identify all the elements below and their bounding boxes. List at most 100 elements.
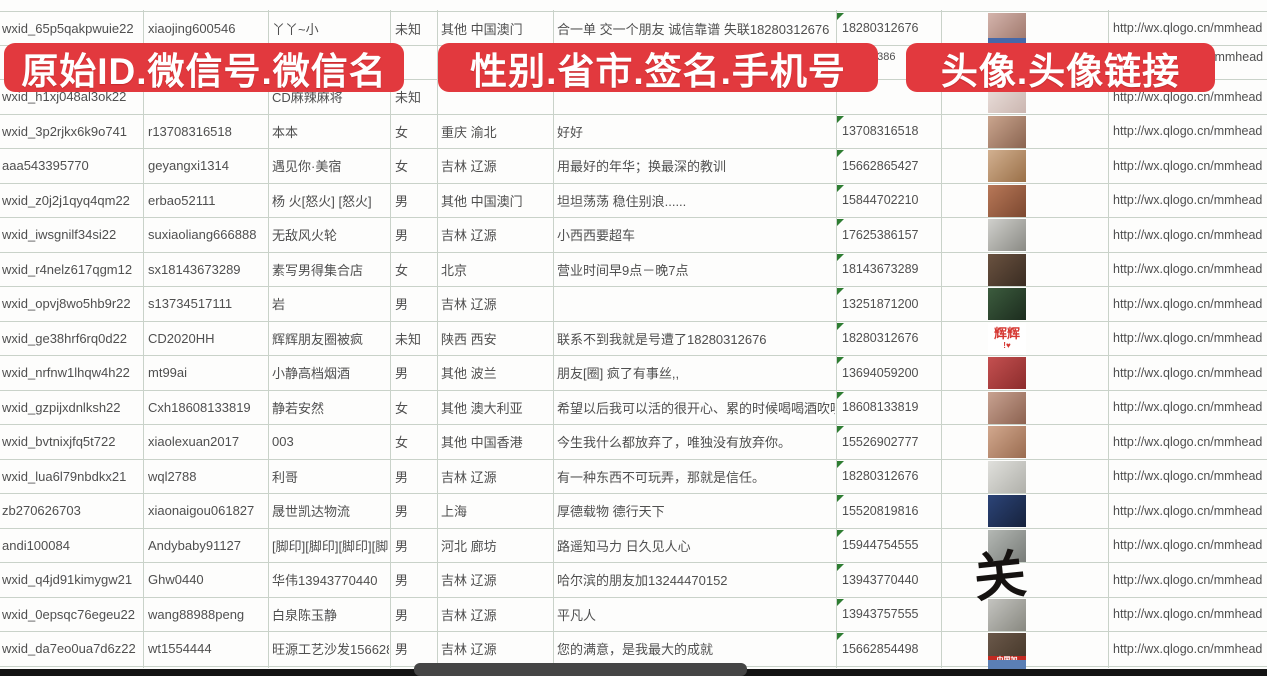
cell-wechat-id[interactable]: r13708316518 [148,123,232,139]
avatar-image[interactable] [988,391,1026,424]
cell-nickname[interactable]: 辉辉朋友圈被疯 [272,331,364,347]
cell-original-id[interactable]: wxid_iwsgnilf34si22 [2,227,117,243]
cell-avatar-url[interactable]: http://wx.qlogo.cn/mmhead [1113,124,1263,139]
cell-wechat-id[interactable]: suxiaoliang666888 [148,227,257,243]
cell-avatar-url[interactable]: http://wx.qlogo.cn/mmhead [1113,158,1263,173]
cell-wechat-id[interactable]: Ghw0440 [148,572,204,588]
cell-original-id[interactable]: wxid_3p2rjkx6k9o741 [2,123,128,139]
cell-original-id[interactable]: zb270626703 [2,503,81,519]
cell-region[interactable]: 北京 [441,262,468,278]
cell-original-id[interactable]: wxid_ge38hrf6rq0d22 [2,330,128,346]
cell-original-id[interactable]: wxid_bvtnixjfq5t722 [2,434,116,450]
cell-original-id[interactable]: wxid_lua6l79nbdkx21 [2,468,127,484]
cell-region[interactable]: 其他 澳大利亚 [441,400,523,416]
avatar-image[interactable]: 辉辉 !♥ [988,322,1026,355]
cell-avatar-url[interactable]: http://wx.qlogo.cn/mmhead [1113,89,1263,104]
cell-nickname[interactable]: 华伟13943770440 [272,573,378,589]
cell-phone[interactable]: 13251871200 [842,296,919,311]
cell-gender[interactable]: 女 [395,262,409,278]
cell-gender[interactable]: 男 [395,366,409,382]
cell-region[interactable]: 陕西 西安 [441,331,497,347]
cell-region[interactable]: 其他 中国香港 [441,435,523,451]
cell-gender[interactable]: 男 [395,642,409,658]
cell-signature[interactable]: 营业时间早9点－晚7点 [557,262,689,278]
cell-original-id[interactable]: wxid_nrfnw1lhqw4h22 [2,365,130,381]
cell-avatar-url[interactable]: http://wx.qlogo.cn/mmhead [1113,331,1263,346]
cell-original-id[interactable]: wxid_da7eo0ua7d6z22 [2,641,136,657]
cell-original-id[interactable]: wxid_65p5qakpwuie22 [2,20,134,36]
cell-wechat-id[interactable]: xiaonaigou061827 [148,503,255,519]
cell-signature[interactable]: 希望以后我可以活的很开心、累的时候喝喝酒吹吹[ [557,400,835,416]
cell-phone[interactable]: 13943757555 [842,607,919,622]
cell-signature[interactable]: 合一单 交一个朋友 诚信靠谱 失联18280312676 [557,21,830,37]
cell-wechat-id[interactable]: sx18143673289 [148,261,241,277]
cell-phone[interactable]: 18143673289 [842,262,919,277]
cell-phone[interactable]: 17625386157 [842,227,919,242]
cell-avatar-url[interactable]: http://wx.qlogo.cn/mmhead [1113,296,1263,311]
cell-gender[interactable]: 女 [395,435,409,451]
cell-avatar-url[interactable]: http://wx.qlogo.cn/mmhead [1113,193,1263,208]
cell-signature[interactable]: 有一种东西不可玩弄，那就是信任。 [557,469,766,485]
cell-gender[interactable]: 男 [395,607,409,623]
cell-avatar-url[interactable]: http://wx.qlogo.cn/mmhead [1113,538,1263,553]
avatar-image[interactable] [988,219,1026,251]
avatar-image[interactable] [988,13,1026,45]
cell-nickname[interactable]: 丫丫~小 [272,21,319,37]
cell-gender[interactable]: 未知 [395,21,422,37]
cell-region[interactable]: 吉林 辽源 [441,159,497,175]
cell-region[interactable]: 吉林 辽源 [441,297,497,313]
cell-nickname[interactable]: 无敌风火轮 [272,228,338,244]
cell-region[interactable]: 吉林 辽源 [441,573,497,589]
cell-region[interactable]: 吉林 辽源 [441,642,497,658]
avatar-image[interactable] [988,184,1026,217]
cell-wechat-id[interactable]: xiaojing600546 [148,20,236,36]
cell-original-id[interactable]: aaa543395770 [2,158,89,174]
cell-nickname[interactable]: 杨 火[怒火] [怒火] [272,193,372,209]
cell-gender[interactable]: 男 [395,297,409,313]
avatar-image[interactable]: 关 [971,543,1029,609]
cell-nickname[interactable]: 素写男得集合店 [272,262,364,278]
cell-nickname[interactable]: 003 [272,434,294,450]
cell-gender[interactable]: 男 [395,469,409,485]
cell-signature[interactable] [557,287,835,321]
cell-phone[interactable]: 15944754555 [842,538,919,553]
cell-original-id[interactable]: wxid_0epsqc76egeu22 [2,606,135,622]
cell-gender[interactable]: 女 [395,159,409,175]
cell-wechat-id[interactable]: s13734517111 [148,296,233,312]
cell-gender[interactable]: 女 [395,124,409,140]
cell-avatar-url[interactable]: http://wx.qlogo.cn/mmhead [1113,503,1263,518]
cell-region[interactable]: 吉林 辽源 [441,469,497,485]
cell-avatar-url[interactable]: http://wx.qlogo.cn/mmhead [1113,21,1263,36]
cell-nickname[interactable]: [脚印][脚印][脚印][脚印] [272,538,389,554]
cell-original-id[interactable]: wxid_gzpijxdnlksh22 [2,399,121,415]
cell-phone[interactable]: 13708316518 [842,124,919,139]
cell-nickname[interactable]: 静若安然 [272,400,325,416]
cell-original-id[interactable]: wxid_opvj8wo5hb9r22 [2,296,131,312]
cell-region[interactable]: 吉林 辽源 [441,607,497,623]
cell-signature[interactable]: 路遥知马力 日久见人心 [557,538,691,554]
cell-avatar-url[interactable]: http://wx.qlogo.cn/mmhead [1113,572,1263,587]
cell-wechat-id[interactable]: Cxh18608133819 [148,399,251,415]
cell-nickname[interactable]: 旺源工艺沙发15662854 [272,642,389,658]
cell-signature[interactable]: 联系不到我就是号遭了18280312676 [557,331,767,347]
cell-avatar-url[interactable]: http://wx.qlogo.cn/mmhead [1113,434,1263,449]
cell-gender[interactable]: 未知 [395,331,422,347]
cell-phone[interactable]: 15844702210 [842,193,919,208]
cell-signature[interactable]: 好好 [557,124,584,140]
avatar-image[interactable] [988,529,1026,562]
cell-signature[interactable]: 平凡人 [557,607,597,623]
cell-region[interactable]: 重庆 渝北 [441,124,497,140]
avatar-image[interactable] [988,115,1026,148]
cell-gender[interactable]: 男 [395,573,409,589]
avatar-image[interactable] [988,288,1026,320]
cell-region[interactable]: 其他 中国澳门 [441,193,523,209]
cell-nickname[interactable]: 本本 [272,124,299,140]
cell-phone[interactable]: 18280312676 [842,469,919,484]
cell-region[interactable]: 河北 廊坊 [441,538,497,554]
cell-original-id[interactable]: andi100084 [2,537,70,553]
avatar-image[interactable] [988,150,1026,182]
cell-signature[interactable]: 小西西要超车 [557,228,636,244]
cell-gender[interactable]: 男 [395,538,409,554]
cell-nickname[interactable]: 利哥 [272,469,299,485]
cell-nickname[interactable]: 晟世凯达物流 [272,504,351,520]
